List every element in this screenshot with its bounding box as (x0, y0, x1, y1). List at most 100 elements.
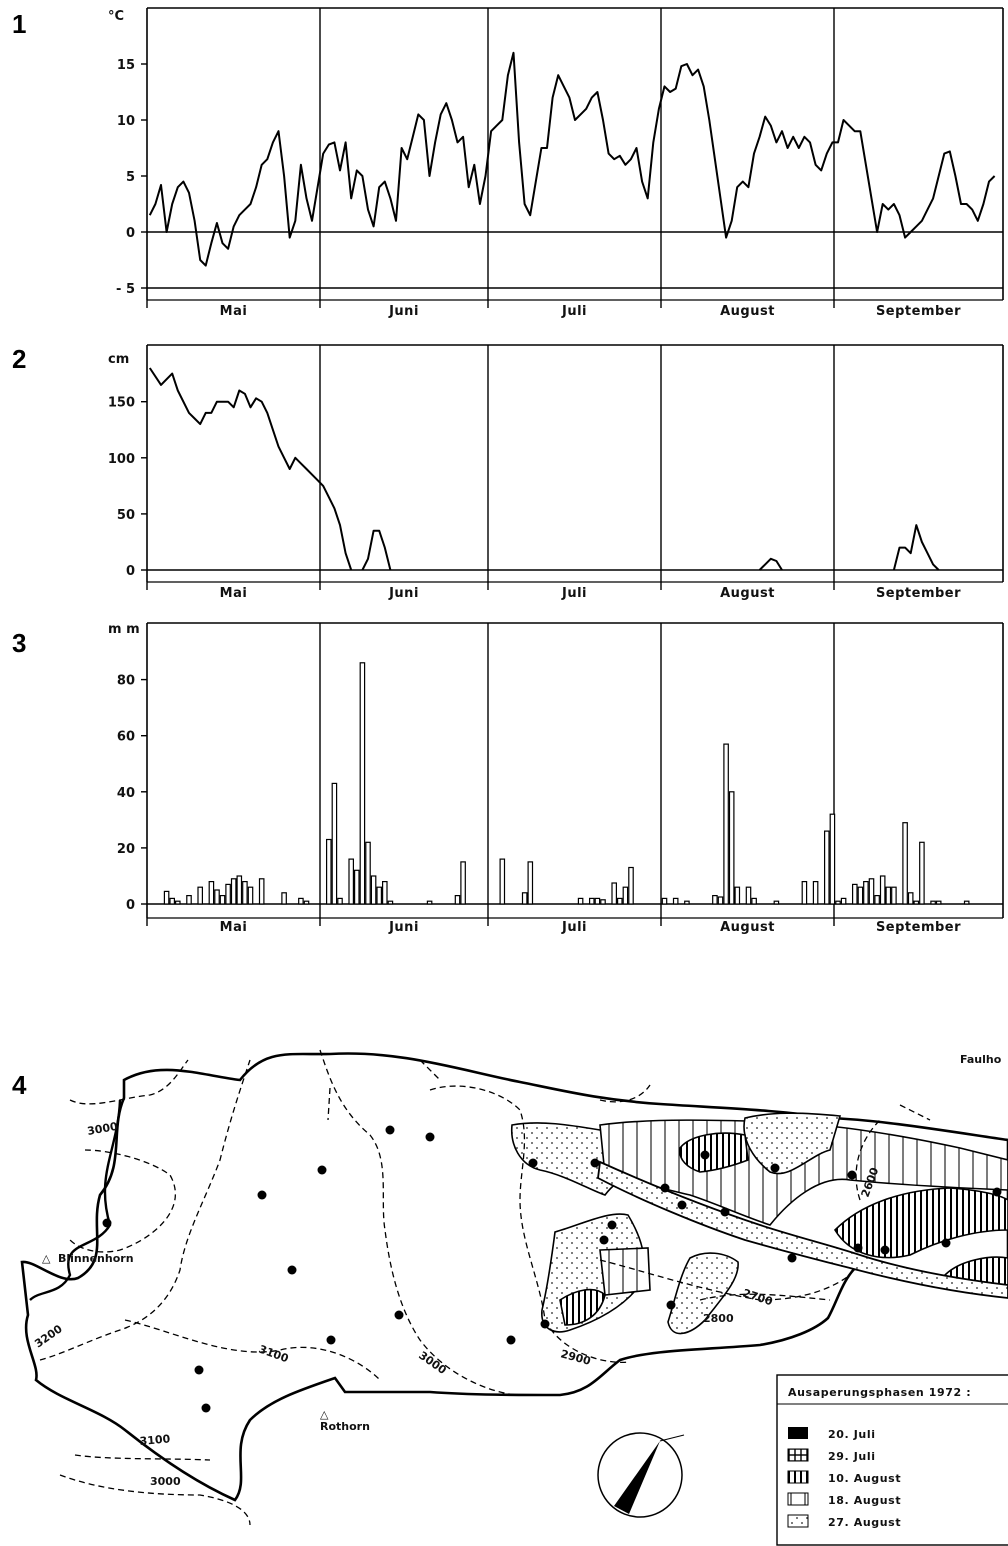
y-tick-label: 5 (126, 170, 135, 185)
bar (874, 894, 880, 905)
bar (684, 900, 690, 905)
bar (902, 822, 908, 905)
contour-label: 3100 (139, 1432, 171, 1448)
month-label: Juni (388, 304, 419, 319)
bar (723, 743, 729, 905)
y-tick-label: - 5 (116, 282, 135, 297)
bar (337, 897, 343, 905)
bar (298, 897, 304, 905)
zone-10-august-east (833, 1187, 1008, 1259)
bar (594, 897, 601, 905)
zone-27-august-north (743, 1112, 842, 1175)
panel-number-2: 2 (12, 344, 26, 374)
bar (247, 886, 254, 905)
bar (712, 894, 718, 905)
bar (169, 897, 176, 905)
y-tick-label: 60 (117, 730, 135, 745)
month-label: Juli (561, 586, 587, 601)
panel-number-1: 1 (12, 9, 26, 39)
contour-label: 3100 (257, 1343, 291, 1366)
bar (622, 886, 629, 905)
y-tick-label: 0 (126, 898, 135, 913)
bar (751, 897, 757, 905)
contour-label: 3000 (416, 1349, 449, 1377)
bar (616, 897, 623, 905)
bar (672, 897, 679, 905)
snow-depth-chart: 0 50 100 150 cm Mai Juni Juli August September (108, 344, 1004, 601)
bar (879, 875, 886, 905)
y-unit-label: cm (108, 352, 129, 367)
y-tick-label: 150 (108, 396, 135, 411)
bar (354, 869, 360, 905)
bar (661, 897, 668, 905)
bar (913, 900, 920, 905)
panel-number-3: 3 (12, 628, 26, 658)
month-label: August (720, 586, 775, 601)
bar (208, 880, 215, 905)
bar (823, 830, 830, 905)
bar (919, 841, 925, 905)
bar (812, 880, 819, 905)
bar (326, 838, 332, 905)
bar (588, 897, 595, 905)
month-label: September (876, 586, 961, 601)
contour-label: 3200 (32, 1322, 65, 1350)
bar (281, 892, 287, 905)
bar (863, 880, 869, 905)
bar (426, 900, 433, 905)
y-tick-label: 0 (126, 564, 135, 579)
bar (236, 875, 243, 905)
bar (331, 782, 338, 905)
legend-item: 10. August (828, 1472, 901, 1485)
label-blinnenhorn: Blinnenhorn (58, 1252, 134, 1265)
series-line (148, 51, 996, 267)
month-label: Juli (561, 920, 587, 935)
legend-swatch-10-august (787, 1470, 809, 1484)
bar (376, 886, 383, 905)
bar (219, 894, 226, 905)
map-legend: Ausaperungsphasen 1972 : 20. Juli 29. Ju… (776, 1374, 1008, 1546)
bar (851, 883, 858, 905)
zone-18-august-central (599, 1247, 651, 1296)
label-rothorn: Rothorn (320, 1420, 370, 1433)
contour-label: 2700 (741, 1286, 774, 1308)
north-arrow-icon (597, 1432, 685, 1518)
month-label: August (720, 304, 775, 319)
summit-marker-rothorn: △ (320, 1408, 329, 1421)
month-label: Juni (388, 920, 419, 935)
bar (868, 878, 875, 905)
legend-item: 20. Juli (828, 1428, 876, 1441)
bar (728, 791, 735, 905)
legend-swatch-18-august (787, 1492, 809, 1506)
bar (611, 882, 618, 905)
month-label: Juli (561, 304, 587, 319)
snowmelt-map: Faulho △ Blinnenhorn △ Rothorn 3000 3200… (20, 1049, 1008, 1546)
bar (963, 900, 970, 905)
label-faulhorn: Faulho (960, 1053, 1002, 1066)
bar (225, 883, 231, 905)
bar (242, 880, 248, 905)
bar (907, 892, 914, 905)
bar (717, 896, 724, 905)
bar (835, 900, 841, 905)
bar (303, 900, 310, 905)
zone-10-august-north (678, 1132, 749, 1173)
bar (387, 900, 394, 905)
month-label: September (876, 920, 961, 935)
zone-27-august-south (667, 1252, 739, 1335)
precipitation-chart: 0 20 40 60 80 m m Mai Juni Juli August September (108, 622, 1004, 935)
map-river (29, 1099, 122, 1301)
bar (600, 899, 606, 905)
bar (460, 861, 466, 905)
temperature-chart: - 5 0 5 10 15 °C Mai Juni Juli August September (108, 7, 1004, 319)
y-tick-label: 40 (117, 786, 135, 801)
bar (186, 894, 192, 905)
bar (521, 892, 528, 905)
bar (163, 890, 170, 905)
y-unit-label: °C (108, 9, 124, 24)
bar (745, 886, 752, 905)
legend-swatch-20-juli (788, 1427, 808, 1439)
month-label: Juni (388, 586, 419, 601)
contour-label: 2900 (559, 1347, 592, 1368)
